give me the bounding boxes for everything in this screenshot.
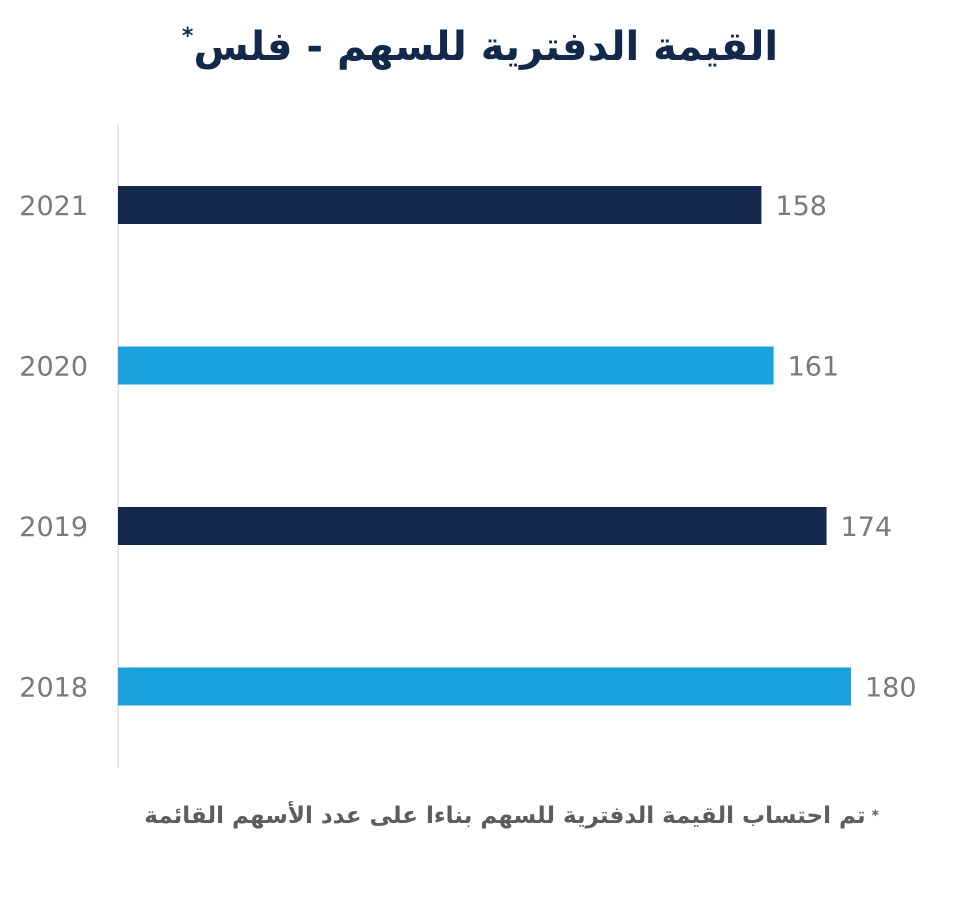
category-label-2020: 2020 (19, 352, 88, 383)
category-label-2018: 2018 (19, 673, 88, 704)
value-label-2020: 161 (788, 352, 840, 383)
footnote: * تم احتساب القيمة الدفترية للسهم بناءا ع… (119, 796, 879, 836)
value-label-2021: 158 (775, 191, 827, 222)
chart-title: القيمة الدفترية للسهم - فلس* (110, 24, 850, 70)
footnote-marker: * (871, 808, 879, 824)
bar-2021 (118, 186, 762, 224)
bars-group: 158 2021 161 2020 174 2019 180 2018 (19, 186, 917, 706)
category-label-2019: 2019 (19, 512, 88, 543)
bar-2018 (118, 667, 851, 706)
footnote-text: تم احتساب القيمة الدفترية للسهم بناءا عل… (144, 803, 866, 829)
category-label-2021: 2021 (19, 191, 88, 222)
chart-title-text: القيمة الدفترية للسهم - فلس (193, 24, 779, 70)
value-label-2019: 174 (841, 512, 893, 543)
bar-2019 (118, 507, 827, 545)
chart-title-marker: * (181, 24, 194, 49)
bar-2020 (118, 346, 774, 385)
value-label-2018: 180 (865, 673, 917, 704)
